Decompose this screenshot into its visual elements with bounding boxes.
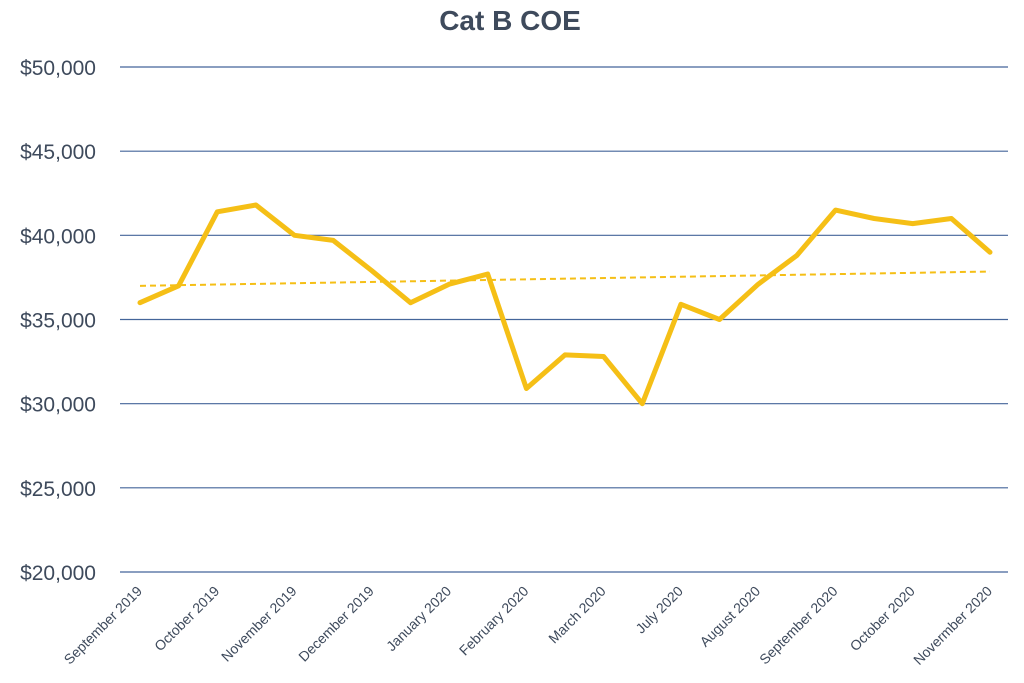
- trendline-layer: [139, 270, 991, 287]
- x-tick-label: March 2020: [545, 583, 609, 647]
- y-tick-label: $35,000: [20, 310, 96, 333]
- x-tick-label: October 2019: [151, 583, 222, 654]
- series-layer: [137, 202, 993, 407]
- x-tick-label: January 2020: [383, 583, 454, 654]
- x-tick-label: Novermber 2020: [910, 583, 995, 668]
- x-tick-label: August 2020: [696, 583, 763, 650]
- x-tick-label: September 2019: [61, 583, 146, 668]
- x-tick-label: September 2020: [756, 583, 841, 668]
- x-tick-label: October 2020: [847, 583, 918, 654]
- series-line: [137, 202, 993, 407]
- x-tick-label: February 2020: [456, 583, 532, 659]
- gridlines: [120, 66, 1008, 573]
- y-tick-label: $45,000: [20, 141, 96, 164]
- y-tick-label: $20,000: [20, 562, 96, 585]
- y-tick-label: $40,000: [20, 225, 96, 248]
- chart-title: Cat B COE: [439, 5, 581, 36]
- y-tick-label: $30,000: [20, 394, 96, 417]
- y-tick-label: $50,000: [20, 57, 96, 80]
- y-axis-tick-labels: $20,000 $25,000 $30,000 $35,000 $40,000 $45,0…: [20, 57, 96, 585]
- x-tick-label: November 2019: [218, 583, 300, 665]
- y-tick-label: $25,000: [20, 478, 96, 501]
- x-tick-label: July 2020: [632, 583, 686, 637]
- trendline: [139, 270, 991, 287]
- x-tick-label: December 2019: [295, 583, 377, 665]
